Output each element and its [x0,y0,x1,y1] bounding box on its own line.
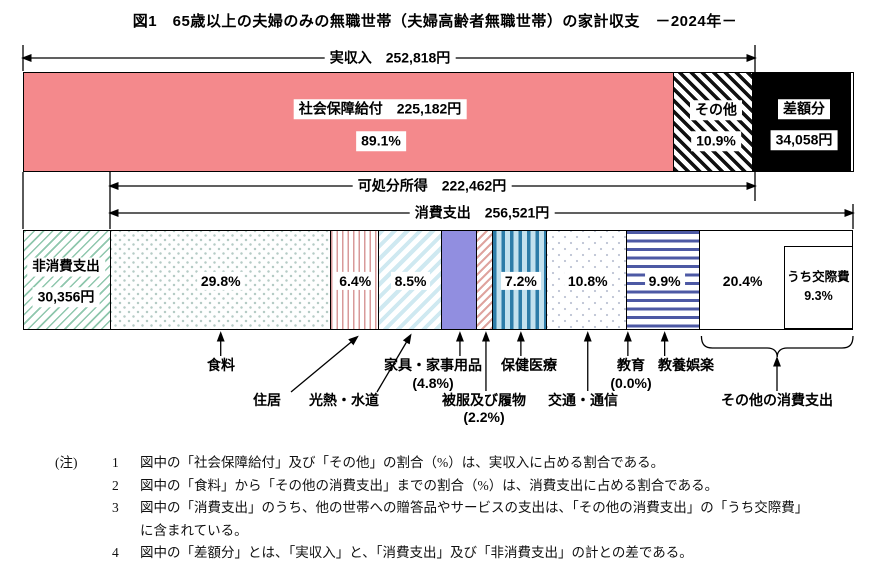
category-label-家具・家事用品: 家具・家事用品 [384,357,482,373]
note-row-3: 3 図中の「消費支出」のうち、他の世帯への贈答品やサービスの支出は、「その他の消費… [55,497,810,542]
category-percent-家具・家事用品: (4.8%) [412,375,454,391]
note-number: 3 [112,500,119,515]
category-label-交通・通信: 交通・通信 [548,392,618,408]
category-percent-被服及び履物: (2.2%) [463,409,505,425]
category-label-教養娯楽: 教養娯楽 [658,357,714,373]
figure-title: 図1 65歳以上の夫婦のみの無職世帯（夫婦高齢者無職世帯）の家計収支 －2024… [132,13,738,30]
note-number: 2 [112,477,119,493]
category-label-被服及び履物: 被服及び履物 [442,392,526,408]
bar-percent-label: 29.8% [196,271,245,291]
other-income-label: その他 [690,100,742,120]
non-consumption-label: 非消費支出 [27,257,105,277]
income-bar [23,72,854,172]
category-label-保健医療: 保健医療 [501,357,557,373]
social-security-label: 社会保障給付 225,182円 [293,99,467,119]
note-text: 図中の「社会保障給付」及び「その他」の割合（%）は、実収入に占める割合である。 [140,455,665,470]
bar-percent-label: 9.9% [644,271,685,291]
segment-deficit [753,73,852,171]
segment-交通・通信 [546,231,627,329]
category-label-住居: 住居 [253,392,281,408]
bar-percent-label: 8.5% [390,271,431,291]
arrow-line [290,335,359,393]
note-row-1: (注) 1 図中の「社会保障給付」及び「その他」の割合（%）は、実収入に占める割合で… [55,452,810,475]
disposable-income-arrow-label: 可処分所得 222,462円 [352,176,512,196]
segment-social-security-benefits [24,73,674,171]
segment-non-consumption [24,231,111,329]
note-text: 図中の「消費支出」のうち、他の世帯への贈答品やサービスの支出は、「その他の消費支… [140,500,809,538]
category-label-食料: 食料 [207,357,235,373]
note-number: 1 [112,455,119,470]
note-row-2: 2 図中の「食料」から「その他の消費支出」までの割合（%）は、消費支出に占める割合… [55,475,810,498]
note-text: 図中の「食料」から「その他の消費支出」までの割合（%）は、消費支出に占める割合で… [140,477,719,493]
segment-家具・家事用品 [441,231,478,329]
social-security-percent: 89.1% [356,131,406,151]
category-percent-教育: (0.0%) [610,375,652,391]
segment-other-income [673,73,754,171]
bar-percent-label: 10.8% [563,271,612,291]
other-income-percent: 10.9% [691,131,741,151]
category-label-教育: 教育 [617,357,645,373]
note-text: 図中の「差額分」とは、「実収入」と、「消費支出」及び「非消費支出」の計との差であ… [140,545,693,560]
social-expenses-label: うち交際費 [787,270,850,285]
category-label-その他の消費支出: その他の消費支出 [721,392,833,408]
note-number: 4 [112,545,119,560]
bar-percent-label: 7.2% [500,271,541,291]
notes-block: (注) 1 図中の「社会保障給付」及び「その他」の割合（%）は、実収入に占める割合で… [55,452,810,565]
underbrace [700,335,854,358]
non-consumption-value: 30,356円 [32,287,100,307]
bar-percent-label: 20.4% [718,271,767,291]
segment-食料 [110,231,332,329]
bar-percent-label: 6.4% [335,271,376,291]
consumption-arrow-label: 消費支出 256,521円 [409,203,555,223]
category-label-光熱・水道: 光熱・水道 [309,392,379,408]
note-row-4: 4 図中の「差額分」とは、「実収入」と、「消費支出」及び「非消費支出」の計との差で… [55,542,810,565]
note-prefix [55,497,112,542]
segment-被服及び履物 [477,231,494,329]
deficit-value: 34,058円 [770,130,838,150]
social-expenses-box: うち交際費 9.3% [783,246,853,329]
social-expenses-percent: 9.3% [804,289,833,304]
income-arrow-label: 実収入 252,818円 [324,48,456,68]
note-prefix: (注) [55,455,78,470]
deficit-label: 差額分 [778,99,830,119]
note-prefix [55,475,112,498]
note-prefix [55,542,112,565]
